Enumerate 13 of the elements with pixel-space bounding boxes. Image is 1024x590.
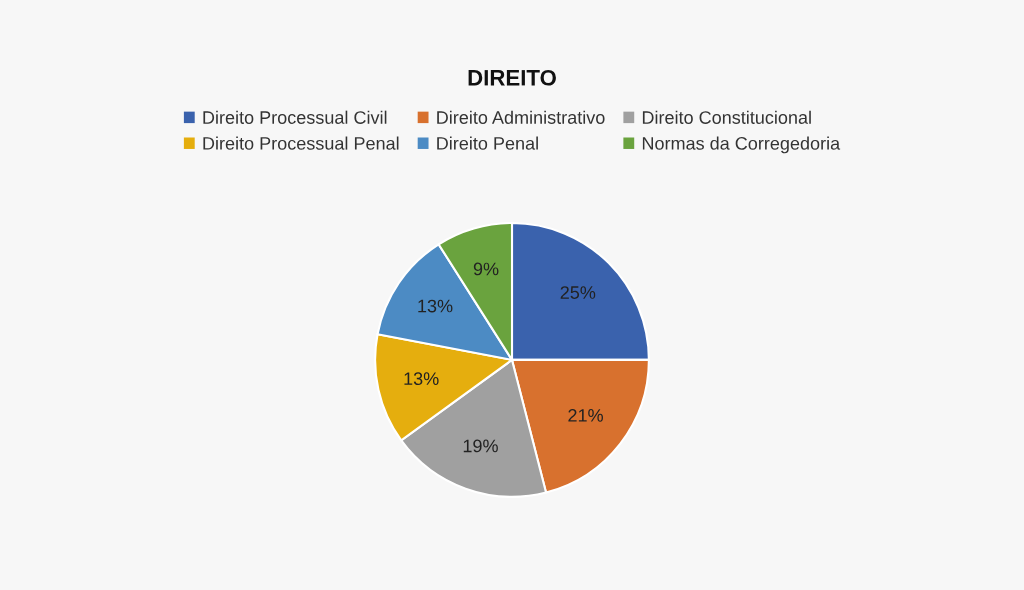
legend-label: Normas da Corregedoria (642, 136, 841, 154)
data-label: 9% (473, 262, 499, 276)
data-label: 25% (560, 286, 596, 299)
legend-label: Direito Processual Penal (203, 136, 399, 150)
legend-label: Direito Administrativo (437, 110, 605, 124)
legend-label: Direito Constitucional (642, 110, 811, 124)
data-label: 21% (568, 409, 603, 422)
data-label: 19% (463, 439, 498, 453)
legend-label: Direito Penal (437, 136, 538, 150)
data-label: 13% (404, 372, 439, 386)
data-label: 13% (418, 299, 453, 313)
chart-title: DIREITO (468, 69, 556, 86)
legend-label: Direito Processual Civil (203, 110, 387, 124)
